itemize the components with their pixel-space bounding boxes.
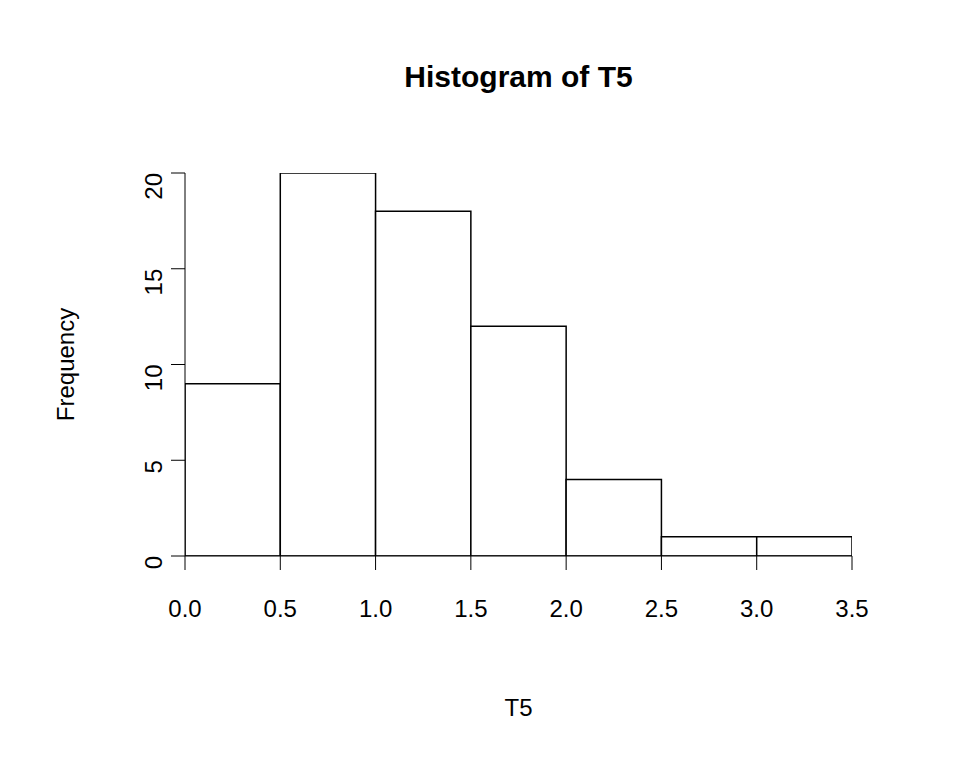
svg-text:2.0: 2.0: [549, 595, 582, 622]
svg-text:5: 5: [140, 460, 167, 473]
svg-text:0.5: 0.5: [264, 595, 297, 622]
svg-text:0.0: 0.0: [168, 595, 201, 622]
html-text:Histogram of T5: Histogram of T5: [404, 60, 633, 93]
svg-text:0: 0: [140, 556, 167, 569]
svg-text:2.5: 2.5: [645, 595, 678, 622]
svg-text:3.5: 3.5: [835, 595, 868, 622]
svg-text:1.0: 1.0: [359, 595, 392, 622]
svg-text:T5: T5: [504, 694, 532, 721]
svg-text:10: 10: [140, 365, 167, 392]
svg-text:3.0: 3.0: [740, 595, 773, 622]
svg-text:Frequency: Frequency: [52, 308, 79, 421]
svg-text:15: 15: [140, 269, 167, 296]
svg-text:1.5: 1.5: [454, 595, 487, 622]
svg-text:20: 20: [140, 173, 167, 200]
